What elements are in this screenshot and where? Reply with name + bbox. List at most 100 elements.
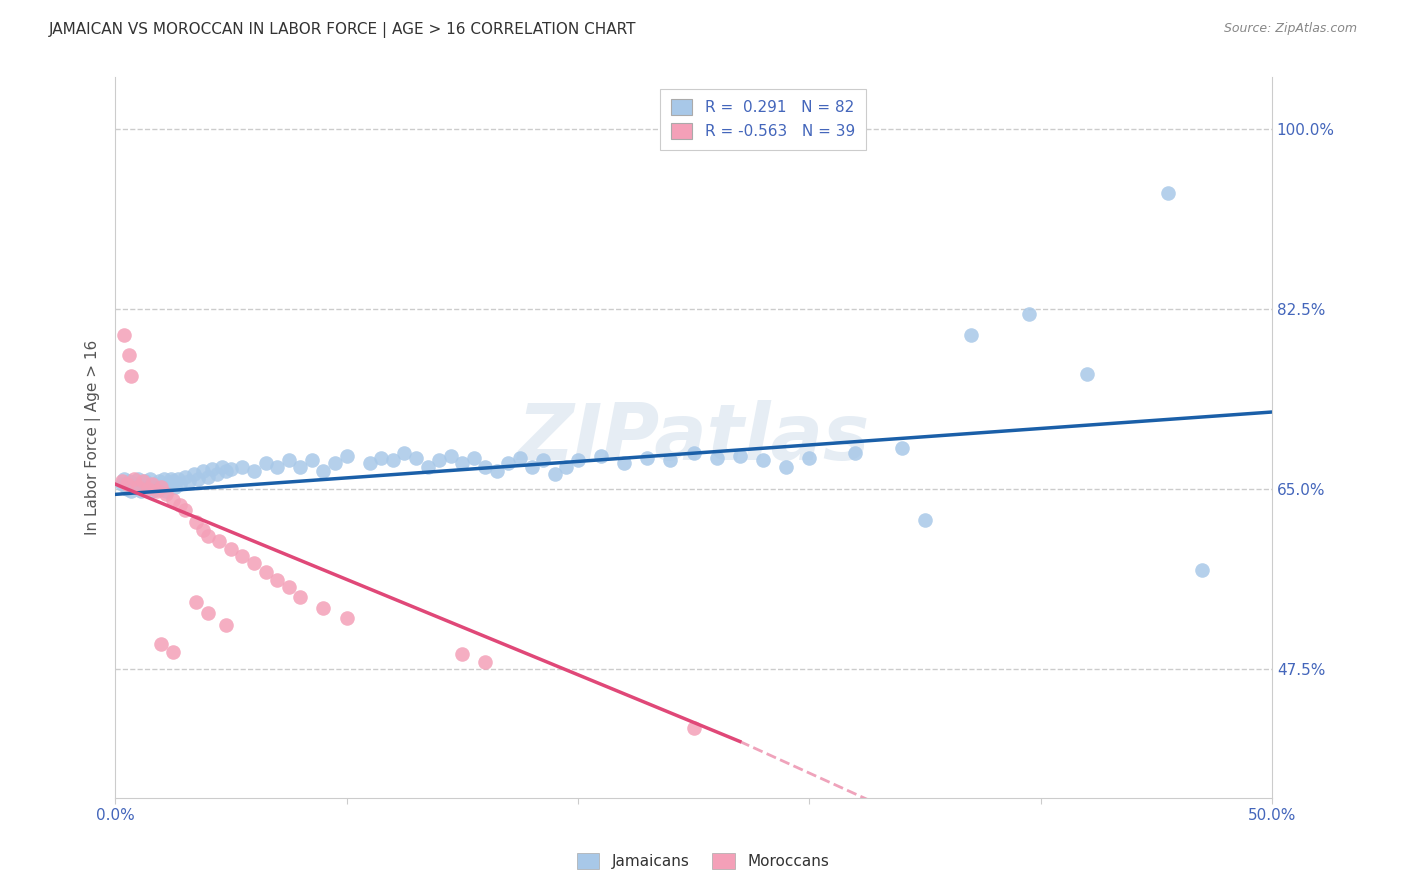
Point — [243, 464, 266, 478]
Point — [129, 484, 152, 499]
Point — [173, 470, 195, 484]
Point — [143, 477, 166, 491]
Point — [636, 451, 658, 466]
Point — [440, 450, 463, 464]
Point — [152, 472, 174, 486]
Point — [173, 503, 195, 517]
Point — [208, 533, 231, 548]
Point — [531, 453, 554, 467]
Point — [498, 457, 520, 471]
Point — [1157, 186, 1180, 200]
Point — [277, 453, 299, 467]
Point — [799, 451, 821, 466]
Point — [589, 450, 612, 464]
Point — [120, 484, 142, 499]
Point — [555, 459, 578, 474]
Point — [157, 477, 180, 491]
Text: Source: ZipAtlas.com: Source: ZipAtlas.com — [1223, 22, 1357, 36]
Point — [312, 464, 335, 478]
Point — [141, 484, 163, 499]
Point — [960, 327, 983, 342]
Point — [115, 482, 138, 496]
Point — [775, 459, 797, 474]
Point — [463, 451, 485, 466]
Point — [451, 647, 474, 661]
Point — [132, 477, 155, 491]
Point — [1018, 307, 1040, 321]
Legend: Jamaicans, Moroccans: Jamaicans, Moroccans — [571, 847, 835, 875]
Point — [118, 348, 141, 362]
Point — [215, 618, 238, 632]
Point — [120, 369, 142, 384]
Point — [166, 472, 188, 486]
Point — [567, 453, 589, 467]
Point — [254, 457, 277, 471]
Point — [111, 474, 134, 488]
Point — [162, 474, 184, 488]
Text: ZIPatlas: ZIPatlas — [517, 400, 870, 475]
Point — [146, 484, 169, 499]
Point — [197, 528, 219, 542]
Point — [115, 477, 138, 491]
Point — [162, 645, 184, 659]
Point — [118, 474, 141, 488]
Point — [682, 446, 704, 460]
Point — [114, 327, 136, 342]
Point — [215, 464, 238, 478]
Point — [136, 482, 159, 496]
Point — [150, 480, 173, 494]
Point — [122, 477, 145, 491]
Point — [169, 477, 191, 491]
Point — [290, 591, 312, 605]
Legend: R =  0.291   N = 82, R = -0.563   N = 39: R = 0.291 N = 82, R = -0.563 N = 39 — [661, 88, 866, 150]
Point — [155, 487, 177, 501]
Point — [416, 459, 439, 474]
Point — [169, 498, 191, 512]
Point — [165, 480, 187, 494]
Point — [191, 464, 214, 478]
Point — [381, 453, 404, 467]
Point — [125, 480, 148, 494]
Point — [335, 611, 357, 625]
Point — [485, 464, 508, 478]
Point — [474, 459, 496, 474]
Point — [659, 453, 682, 467]
Point — [544, 467, 567, 481]
Point — [162, 492, 184, 507]
Point — [191, 524, 214, 538]
Point — [183, 467, 205, 481]
Point — [155, 484, 177, 499]
Point — [187, 472, 209, 486]
Point — [186, 515, 208, 529]
Point — [312, 600, 335, 615]
Point — [136, 480, 159, 494]
Point — [266, 573, 288, 587]
Point — [682, 721, 704, 735]
Point — [139, 472, 162, 486]
Point — [186, 595, 208, 609]
Point — [111, 477, 134, 491]
Point — [844, 446, 866, 460]
Point — [254, 565, 277, 579]
Point — [706, 451, 728, 466]
Point — [1191, 562, 1213, 576]
Point — [231, 549, 253, 563]
Point — [613, 457, 636, 471]
Point — [150, 637, 173, 651]
Point — [179, 474, 201, 488]
Point — [290, 459, 312, 474]
Point — [211, 459, 233, 474]
Point — [277, 580, 299, 594]
Point — [405, 451, 427, 466]
Point — [1076, 367, 1098, 381]
Text: JAMAICAN VS MOROCCAN IN LABOR FORCE | AGE > 16 CORRELATION CHART: JAMAICAN VS MOROCCAN IN LABOR FORCE | AG… — [49, 22, 637, 38]
Point — [890, 441, 912, 455]
Point — [132, 474, 155, 488]
Point — [197, 470, 219, 484]
Point — [231, 459, 253, 474]
Point — [150, 480, 173, 494]
Point — [509, 451, 531, 466]
Point — [266, 459, 288, 474]
Point — [148, 474, 170, 488]
Point — [451, 457, 474, 471]
